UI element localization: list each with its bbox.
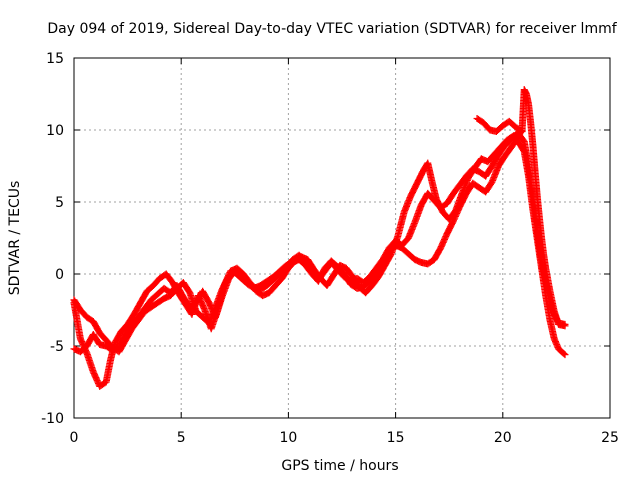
- y-tick-label: -5: [50, 339, 64, 355]
- chart-title: Day 094 of 2019, Sidereal Day-to-day VTE…: [47, 21, 617, 37]
- data-point: [518, 127, 526, 135]
- data-points: [70, 86, 569, 390]
- y-tick-labels: -10 -5 0 5 10 15: [41, 51, 64, 427]
- data-point: [561, 351, 569, 359]
- x-tick-labels: 0 5 10 15 20 25: [70, 430, 619, 446]
- x-tick-label: 15: [387, 430, 405, 446]
- plot-frame: [73, 57, 611, 419]
- data-point: [561, 322, 569, 330]
- x-axis-label: GPS time / hours: [281, 458, 398, 474]
- y-axis-label: SDTVAR / TECUs: [7, 181, 23, 296]
- y-tick-label: 0: [55, 267, 64, 283]
- y-tick-label: -10: [41, 411, 64, 427]
- x-tick-label: 25: [601, 430, 619, 446]
- x-tick-label: 0: [70, 430, 79, 446]
- tick-marks: [73, 57, 611, 419]
- y-tick-label: 5: [55, 195, 64, 211]
- y-tick-label: 15: [46, 51, 64, 67]
- x-tick-label: 10: [279, 430, 297, 446]
- series-track-b: [70, 129, 569, 356]
- x-tick-label: 20: [494, 430, 512, 446]
- data-point: [517, 127, 525, 135]
- x-tick-label: 5: [177, 430, 186, 446]
- y-tick-label: 10: [46, 123, 64, 139]
- data-point: [560, 350, 568, 358]
- series-track-d: [473, 114, 526, 135]
- series-track-c: [70, 86, 569, 356]
